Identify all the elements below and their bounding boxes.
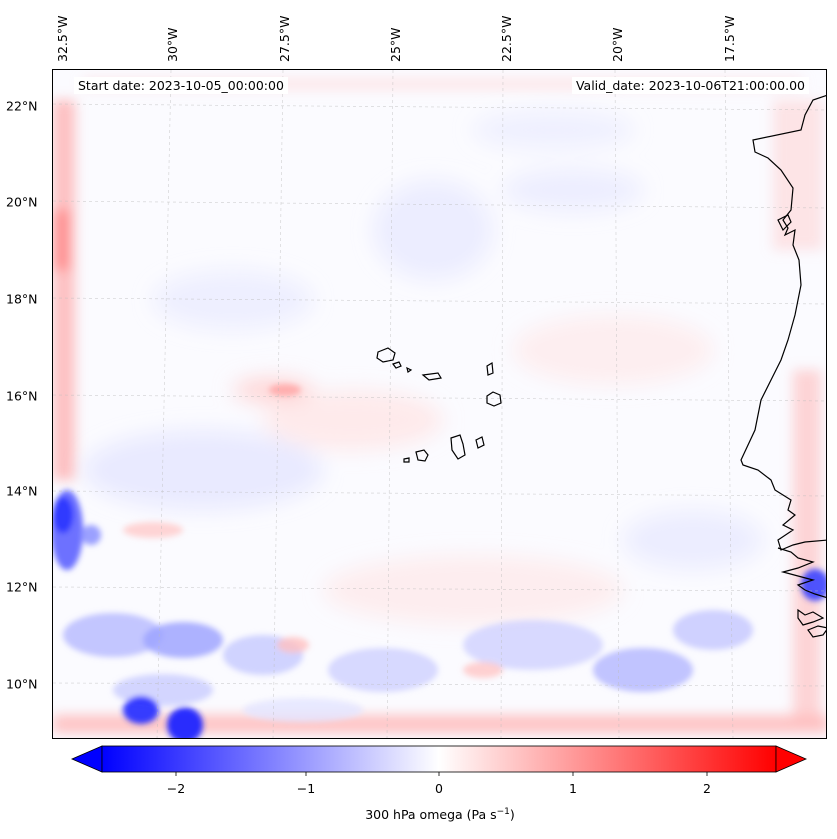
colorbar-label: 300 hPa omega (Pa s−1) — [365, 807, 515, 822]
colorbar-label-exponent: −1 — [496, 807, 510, 817]
start-date-label: Start date: 2023-10-05_00:00:00 — [74, 77, 288, 94]
valid-date-label: Valid_date: 2023-10-06T21:00:00.00 — [571, 77, 809, 94]
island-sal — [486, 361, 494, 376]
lat-label: 12°N — [6, 579, 38, 595]
lon-label: 25°W — [388, 27, 403, 62]
island-maio — [475, 436, 485, 449]
lat-label: 14°N — [6, 483, 38, 499]
colorbar-tick-label: −1 — [296, 781, 316, 796]
colorbar-tick-label: −2 — [166, 781, 186, 796]
island-boa-vista — [486, 391, 502, 407]
graticule — [53, 70, 826, 738]
island-brava — [403, 457, 410, 463]
colorbar-tick-label: 1 — [569, 781, 577, 796]
lat-label: 20°N — [6, 194, 38, 210]
lat-label: 16°N — [6, 388, 38, 404]
colorbar-ticks — [175, 772, 708, 776]
island-santa-luzia — [406, 366, 413, 373]
lon-label: 27.5°W — [277, 15, 292, 62]
lon-label: 20°W — [610, 27, 625, 62]
lat-label: 10°N — [6, 676, 38, 692]
colorbar — [70, 745, 808, 776]
omega-field-map — [53, 70, 826, 738]
island-sao-nicolau — [421, 372, 442, 381]
lon-label: 32.5°W — [55, 15, 70, 62]
colorbar-label-text: 300 hPa omega (Pa s — [365, 807, 497, 823]
strong-cells — [53, 384, 826, 738]
colorbar-body — [101, 745, 777, 773]
lon-label: 30°W — [165, 27, 180, 62]
lat-label: 18°N — [6, 291, 38, 307]
lat-label: 22°N — [6, 98, 38, 114]
island-santiago — [450, 434, 466, 460]
colorbar-tick-label: 0 — [435, 781, 443, 796]
background-patches — [83, 110, 763, 625]
coastlines — [376, 95, 826, 638]
west-africa-coastline — [740, 95, 826, 551]
colorbar-label-close: ) — [509, 807, 515, 823]
colorbar-tick-label: 2 — [703, 781, 711, 796]
island-sao-vicente — [392, 361, 402, 369]
lon-label: 17.5°W — [722, 15, 737, 62]
island-fogo — [415, 449, 429, 462]
colorbar-extend-high — [775, 745, 808, 773]
colorbar-extend-low — [70, 745, 103, 773]
island-santo-antao — [376, 347, 396, 363]
map-panel — [52, 69, 827, 739]
lon-label: 22.5°W — [499, 15, 514, 62]
